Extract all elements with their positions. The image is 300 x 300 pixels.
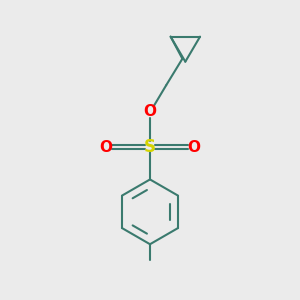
Text: O: O (99, 140, 112, 154)
Text: O: O (143, 104, 157, 119)
Text: S: S (144, 138, 156, 156)
Text: O: O (188, 140, 201, 154)
